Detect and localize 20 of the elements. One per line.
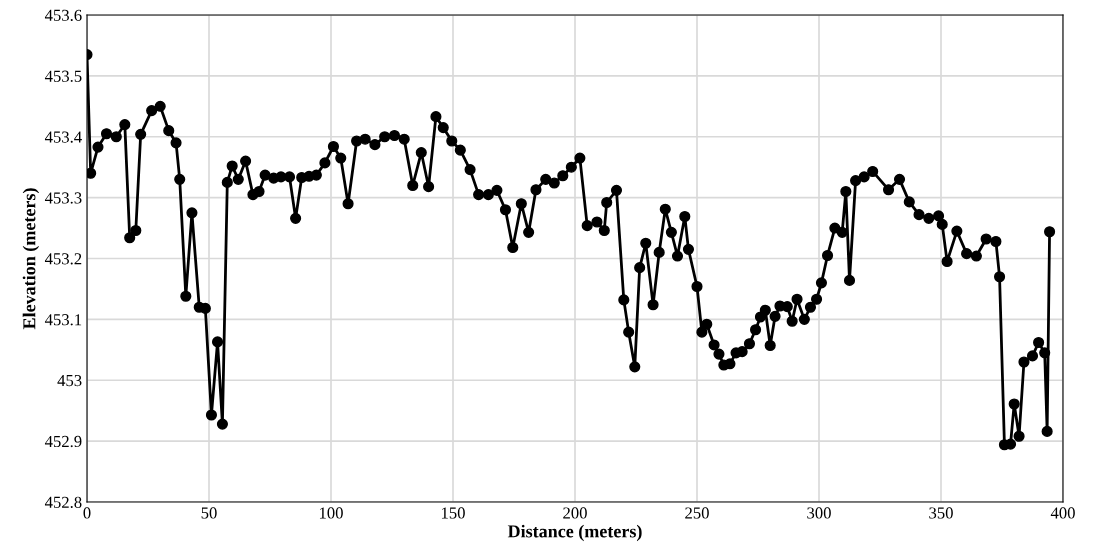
y-axis-title: Elevation (meters) (22, 188, 40, 330)
y-tick-label: 453 (57, 375, 82, 387)
x-tick-label: 50 (201, 507, 217, 519)
y-tick-label: 453.4 (44, 131, 82, 143)
y-tick-label: 452.9 (44, 435, 82, 448)
x-tick-label: 200 (563, 507, 587, 519)
y-tick-label: 452.8 (44, 496, 82, 509)
x-tick-label: 250 (685, 507, 709, 519)
x-tick-label: 350 (929, 507, 953, 519)
x-axis-title: Distance (meters) (507, 524, 642, 542)
x-tick-label: 400 (1050, 507, 1075, 519)
y-tick-label: 453.2 (44, 253, 82, 265)
y-tick-label: 453.6 (44, 9, 82, 22)
y-tick-label: 453.1 (44, 314, 82, 326)
y-tick-label: 453.3 (44, 192, 82, 204)
y-tick-label: 453.5 (44, 70, 82, 82)
x-tick-label: 300 (807, 507, 831, 519)
x-tick-label: 0 (83, 507, 91, 519)
x-tick-label: 100 (319, 507, 343, 519)
x-tick-label: 150 (441, 507, 465, 519)
